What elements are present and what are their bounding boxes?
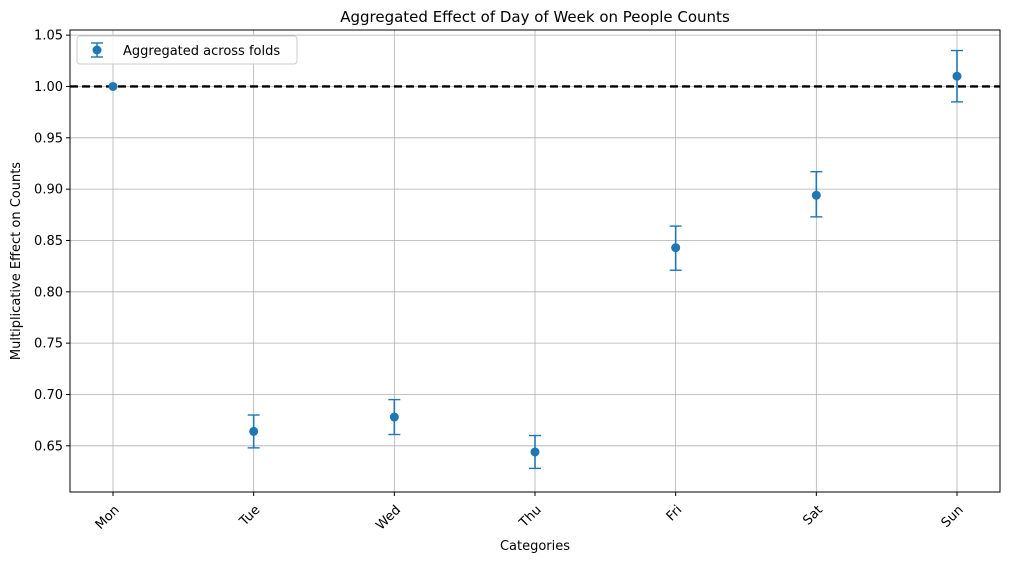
y-tick-label: 0.65: [34, 439, 63, 454]
y-tick-label: 0.75: [34, 337, 63, 352]
y-tick-label: 0.70: [34, 388, 63, 403]
x-axis-label: Categories: [500, 539, 570, 554]
data-point: [530, 447, 540, 457]
legend-marker: [91, 42, 103, 58]
grid: [70, 30, 1000, 492]
x-tick-label: Mon: [93, 503, 123, 533]
x-tick-label: Thu: [516, 503, 545, 532]
legend-box: [76, 35, 298, 65]
data-points: [108, 49, 963, 470]
y-tick-label: 0.85: [34, 234, 63, 249]
x-tick-label: Wed: [373, 503, 404, 534]
y-tick-label: 0.95: [34, 131, 63, 146]
legend-label: Aggregated across folds: [123, 44, 280, 59]
y-tick-label: 0.80: [34, 285, 63, 300]
y-tick-label: 1.00: [34, 80, 63, 95]
data-point: [249, 426, 259, 436]
x-axis-ticks: Mon Tue Wed Thu Fri Sat Sun: [93, 492, 967, 533]
y-axis-ticks: 0.65 0.70 0.75 0.80 0.85 0.90 0.95 1.00 1.05: [34, 29, 70, 454]
x-tick-label: Sat: [800, 503, 826, 529]
chart-title: Aggregated Effect of Day of Week on Peop…: [340, 8, 730, 26]
legend: Aggregated across folds: [76, 35, 298, 65]
data-point: [389, 412, 399, 422]
data-point: [811, 190, 821, 200]
y-tick-label: 0.90: [34, 183, 63, 198]
data-point: [671, 243, 681, 253]
x-tick-label: Fri: [664, 503, 686, 525]
y-tick-label: 1.05: [34, 29, 63, 44]
data-point: [108, 81, 118, 91]
x-tick-label: Sun: [939, 503, 967, 531]
data-point: [952, 71, 962, 81]
x-tick-label: Tue: [236, 503, 263, 530]
legend-point: [92, 45, 102, 55]
y-axis-label: Multiplicative Effect on Counts: [9, 162, 24, 360]
